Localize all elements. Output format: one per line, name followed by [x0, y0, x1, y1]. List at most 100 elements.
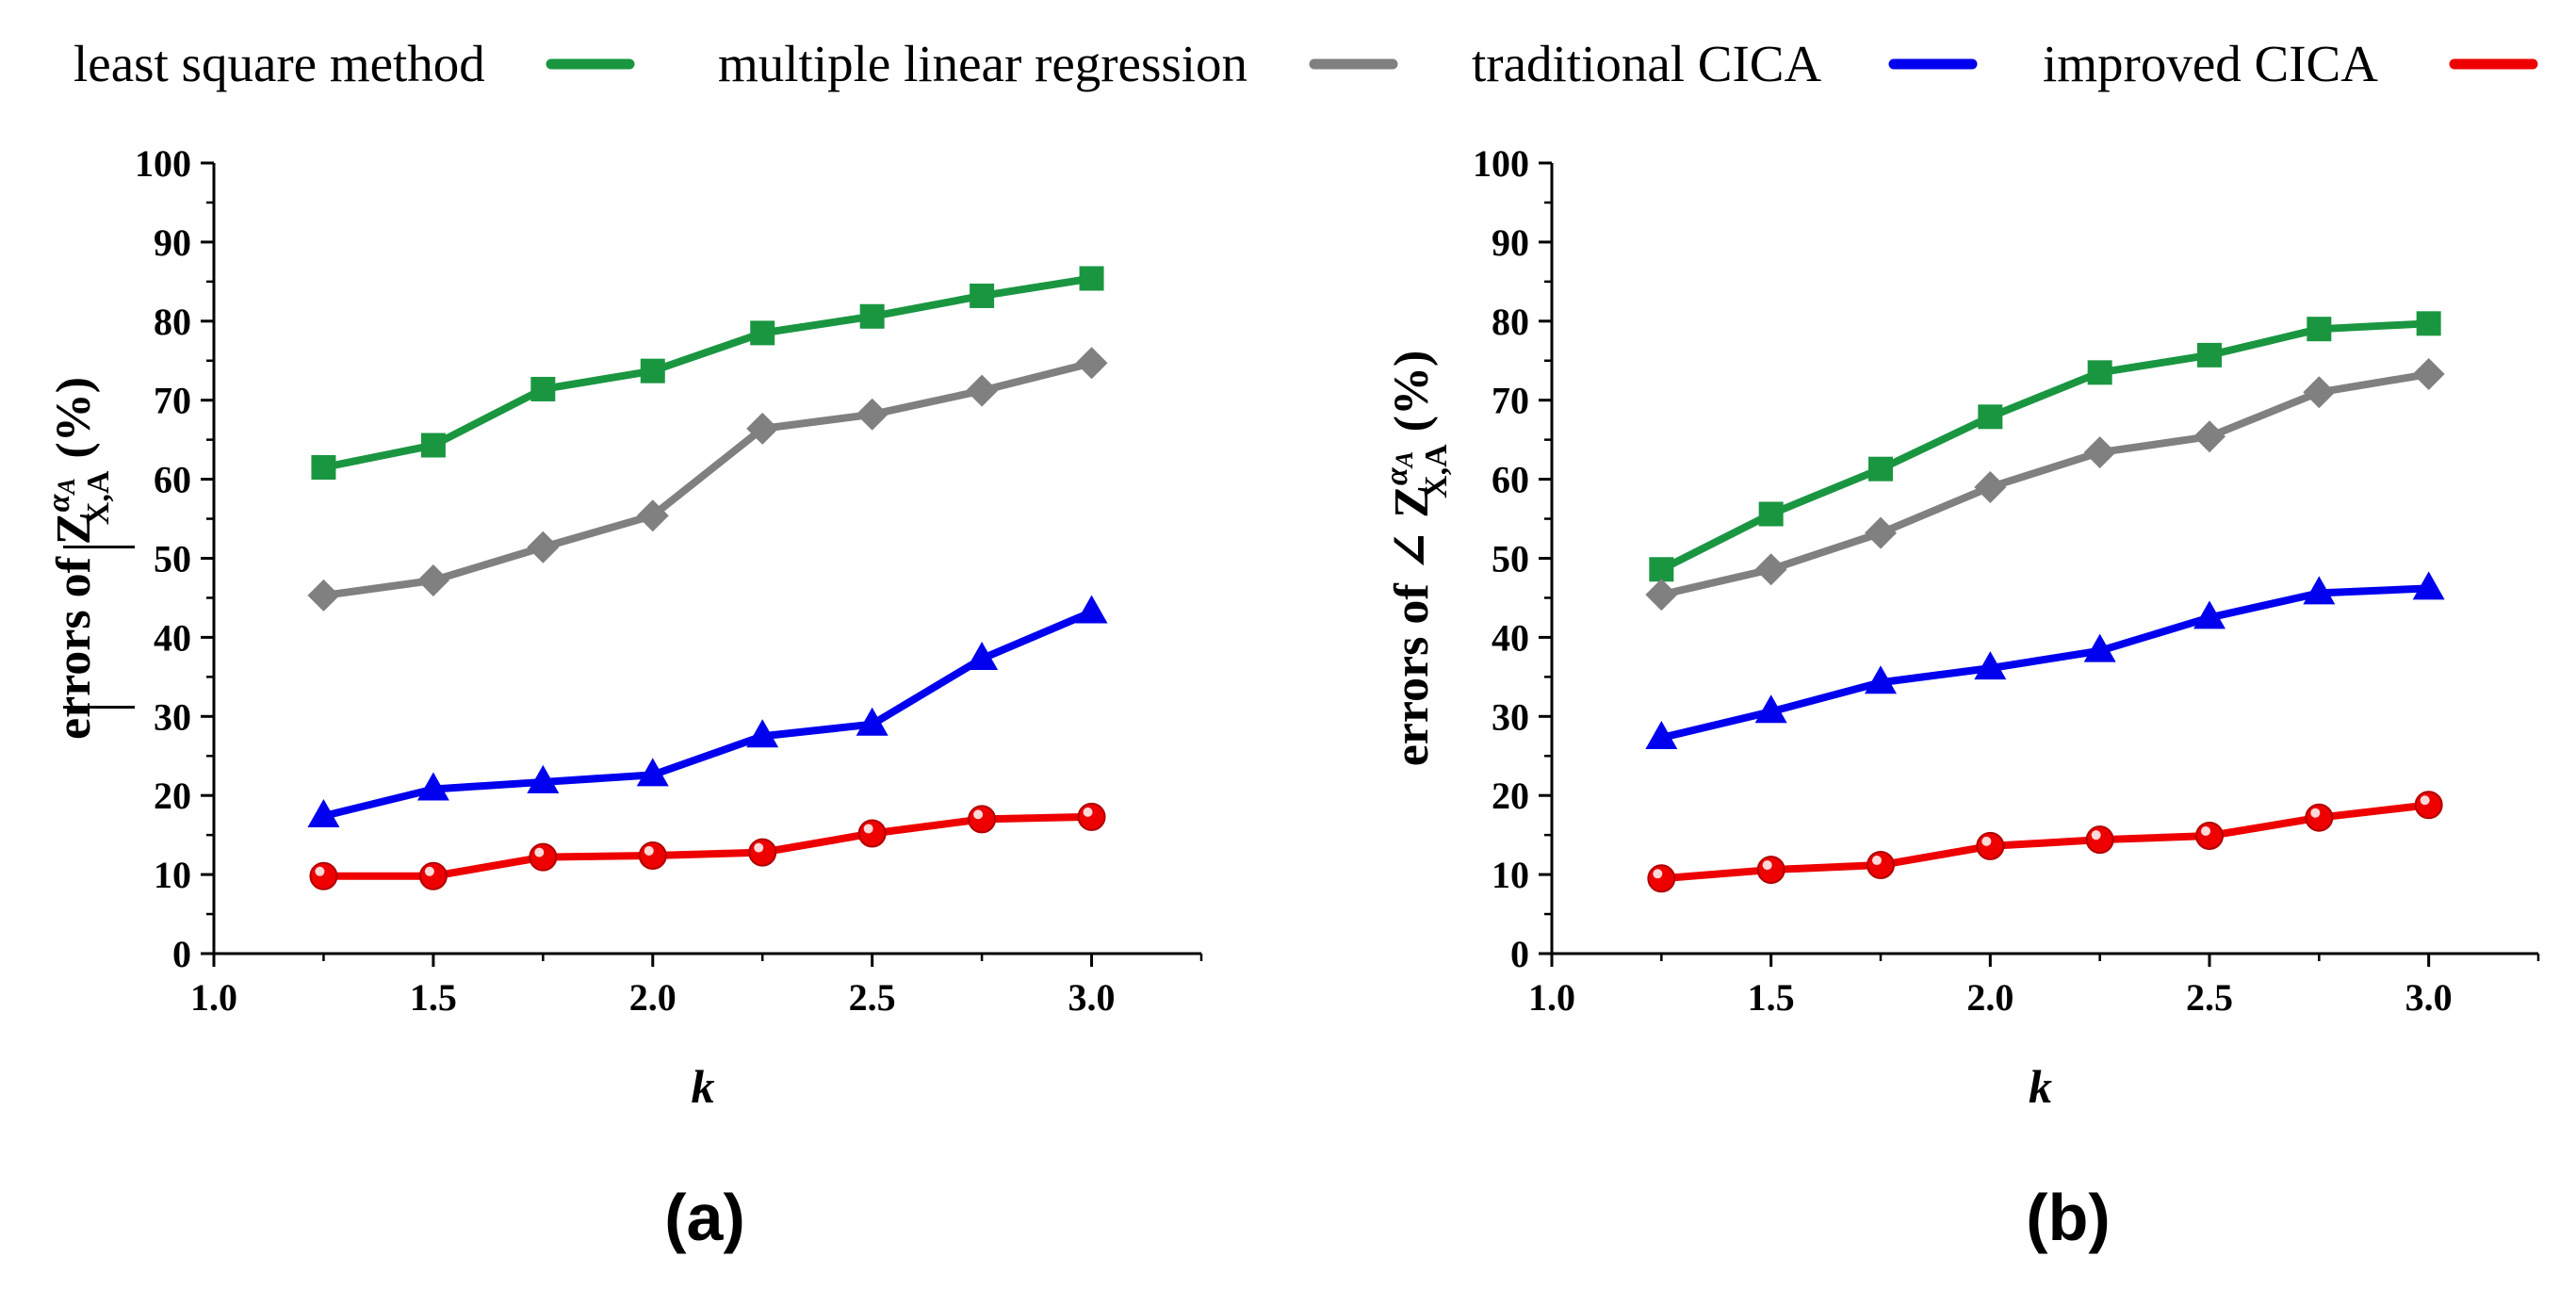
panel-label: (b)	[2026, 1181, 2110, 1254]
y-tick-label: 40	[154, 616, 191, 659]
y-tick-label: 80	[154, 301, 191, 343]
y-tick-label: 0	[172, 933, 191, 975]
y-axis-title-prefix: errors of ∠	[1385, 518, 1439, 767]
y-axis-title-sub: X,A	[81, 470, 116, 525]
marker-improved-cica-highlight	[2310, 808, 2321, 818]
marker-multiple-linear-regression	[2083, 436, 2116, 469]
y-tick-label: 0	[1510, 933, 1529, 975]
y-tick-label: 30	[1492, 695, 1529, 738]
y-tick-label: 100	[135, 142, 191, 185]
marker-traditional-cica	[527, 764, 560, 793]
marker-least-square-method	[1079, 266, 1104, 291]
series-line-multiple-linear-regression	[322, 359, 1093, 599]
marker-improved-cica-highlight	[1981, 836, 1992, 846]
marker-least-square-method	[970, 283, 995, 308]
y-axis-title-symbol: Z	[47, 512, 101, 545]
x-tick-label: 3.0	[1068, 976, 1116, 1019]
y-tick-label: 50	[154, 538, 191, 580]
marker-traditional-cica	[416, 772, 449, 801]
y-tick-label: 60	[1492, 459, 1529, 501]
marker-least-square-method	[311, 455, 336, 481]
marker-improved-cica	[857, 819, 887, 848]
marker-least-square-method	[859, 303, 885, 329]
marker-multiple-linear-regression	[636, 499, 669, 532]
marker-multiple-linear-regression	[2193, 420, 2225, 453]
marker-multiple-linear-regression	[966, 374, 999, 407]
y-tick-label: 10	[1492, 854, 1529, 896]
marker-traditional-cica	[307, 799, 340, 828]
marker-traditional-cica	[1075, 595, 1108, 624]
marker-improved-cica	[1647, 864, 1676, 893]
y-axis-title-symbol: Z	[1385, 485, 1439, 518]
legend-label-improved-cica: improved CICA	[2043, 35, 2378, 92]
y-tick-label: 70	[1492, 380, 1529, 422]
marker-improved-cica	[1756, 856, 1785, 885]
y-axis-title-sup-sub: A	[1391, 451, 1418, 469]
marker-traditional-cica	[1754, 694, 1787, 724]
marker-least-square-method	[2197, 342, 2222, 367]
marker-improved-cica	[309, 861, 338, 890]
y-axis-title-suffix: (%)	[1385, 351, 1439, 445]
marker-traditional-cica	[856, 707, 889, 736]
legend-label-multiple-linear-regression: multiple linear regression	[718, 35, 1247, 92]
marker-multiple-linear-regression	[527, 531, 560, 563]
marker-least-square-method	[2087, 360, 2112, 385]
y-axis-title-sub: X,A	[1419, 444, 1454, 498]
legend-label-traditional-cica: traditional CICA	[1472, 35, 1821, 92]
y-tick-label: 60	[154, 459, 191, 501]
y-axis-title-prefix: errors of	[47, 545, 101, 740]
marker-multiple-linear-regression	[1075, 347, 1108, 380]
marker-traditional-cica	[2303, 576, 2336, 605]
series-line-improved-cica	[1661, 801, 2430, 883]
marker-traditional-cica	[2193, 600, 2225, 629]
y-tick-label: 100	[1473, 142, 1529, 185]
marker-multiple-linear-regression	[416, 563, 449, 596]
marker-least-square-method	[1868, 456, 1893, 482]
x-tick-label: 1.5	[1748, 976, 1795, 1019]
series-line-least-square-method	[322, 274, 1093, 471]
series-line-least-square-method	[1659, 319, 2429, 573]
marker-improved-cica	[748, 838, 777, 867]
x-tick-label: 1.5	[410, 976, 457, 1019]
y-tick-label: 40	[1492, 616, 1529, 659]
marker-least-square-method	[2307, 317, 2332, 342]
marker-improved-cica-highlight	[315, 866, 325, 876]
x-tick-label: 3.0	[2405, 976, 2453, 1019]
marker-multiple-linear-regression	[746, 412, 779, 445]
y-tick-label: 30	[154, 695, 191, 738]
x-tick-label: 2.5	[2186, 976, 2233, 1019]
marker-improved-cica-highlight	[534, 847, 545, 857]
marker-least-square-method	[1978, 404, 2003, 430]
marker-improved-cica	[2414, 791, 2443, 820]
y-axis-title-sup-sub: A	[53, 478, 80, 496]
marker-least-square-method	[420, 433, 446, 458]
panel-b-chart: 0 10 20 30 40 50 60 70 80 90 100 1.0 1.5 2.0 2.5 3.0 k er…	[1379, 142, 2540, 1254]
marker-least-square-method	[1758, 501, 1784, 527]
y-axis-title-suffix: (%)	[47, 377, 101, 471]
marker-improved-cica	[529, 842, 558, 872]
marker-improved-cica-highlight	[424, 866, 434, 876]
y-tick-label: 20	[154, 775, 191, 817]
marker-multiple-linear-regression	[1974, 470, 2007, 503]
marker-improved-cica	[968, 805, 997, 834]
marker-improved-cica-highlight	[973, 809, 984, 820]
y-tick-label: 70	[154, 380, 191, 422]
x-tick-label: 1.0	[1528, 976, 1575, 1019]
marker-least-square-method	[640, 358, 665, 384]
marker-improved-cica-highlight	[1762, 860, 1772, 871]
marker-improved-cica	[638, 841, 667, 870]
marker-multiple-linear-regression	[1754, 553, 1787, 586]
marker-multiple-linear-regression	[1645, 579, 1678, 612]
marker-improved-cica	[418, 861, 448, 890]
series-line-multiple-linear-regression	[1660, 370, 2430, 598]
x-axis-title: k	[692, 1060, 715, 1113]
panel-label: (a)	[664, 1181, 745, 1254]
marker-traditional-cica	[1974, 651, 2007, 680]
marker-multiple-linear-regression	[2303, 376, 2336, 409]
marker-improved-cica-highlight	[1872, 856, 1882, 866]
x-axis-title: k	[2029, 1060, 2052, 1113]
marker-traditional-cica	[2083, 633, 2116, 662]
marker-improved-cica	[1867, 851, 1895, 880]
legend-label-least-square-method: least square method	[73, 35, 485, 92]
